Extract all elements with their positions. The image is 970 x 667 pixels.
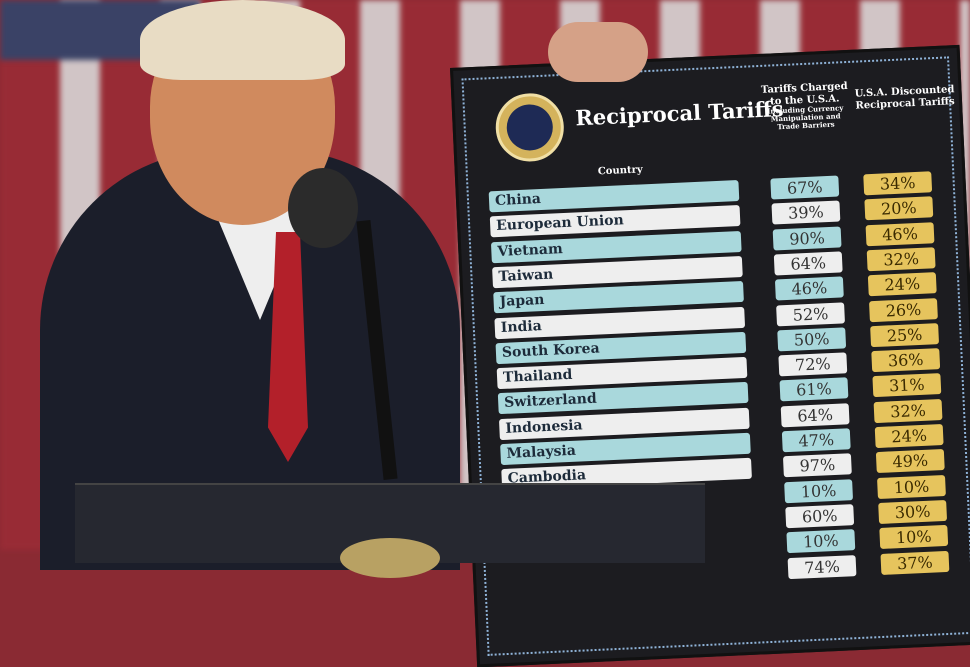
discounted-cell: 25% — [870, 322, 940, 347]
discounted-cell: 37% — [880, 550, 950, 575]
discounted-cell: 32% — [873, 398, 943, 423]
charged-cell: 39% — [771, 200, 841, 225]
tariff-board: Reciprocal Tariffs Country Tariffs Charg… — [450, 44, 970, 667]
charged-cell: 64% — [773, 251, 843, 276]
country-header: Country — [597, 164, 643, 178]
charged-cell: 90% — [772, 226, 842, 251]
discounted-cell: 26% — [868, 297, 938, 322]
charged-cell: 74% — [787, 554, 857, 579]
charged-header: Tariffs Charged to the U.S.A. Including C… — [760, 80, 848, 132]
discounted-cell: 24% — [867, 272, 937, 297]
charged-cell: 61% — [779, 377, 849, 402]
discounted-cell: 10% — [879, 525, 949, 550]
charged-cell: 50% — [777, 327, 847, 352]
discounted-cell: 30% — [878, 499, 948, 524]
charged-cell: 64% — [780, 402, 850, 428]
charged-cell: 47% — [781, 428, 851, 453]
discounted-header: U.S.A. Discounted Reciprocal Tariffs — [854, 84, 955, 112]
charged-cell: 46% — [774, 276, 844, 301]
red-tie — [268, 232, 308, 462]
charged-cell: 60% — [785, 504, 855, 529]
discounted-cell: 46% — [865, 221, 935, 246]
charged-cell: 52% — [776, 301, 845, 326]
charged-cell: 67% — [770, 175, 840, 200]
discounted-cell: 31% — [872, 373, 942, 398]
podium-seal — [340, 538, 440, 578]
speaker-hair — [140, 0, 345, 80]
discounted-cell: 10% — [877, 474, 946, 499]
microphone — [288, 168, 358, 248]
discounted-cell: 49% — [875, 449, 945, 474]
discounted-cell: 20% — [864, 196, 934, 221]
discounted-cell: 34% — [863, 171, 933, 196]
charged-cell: 97% — [782, 453, 852, 478]
discounted-cell: 36% — [871, 348, 941, 373]
charged-cell: 10% — [784, 478, 854, 503]
discounted-cell: 32% — [866, 247, 936, 272]
charged-cell: 72% — [778, 352, 848, 377]
discounted-cell: 24% — [874, 424, 944, 449]
hand — [548, 22, 648, 82]
